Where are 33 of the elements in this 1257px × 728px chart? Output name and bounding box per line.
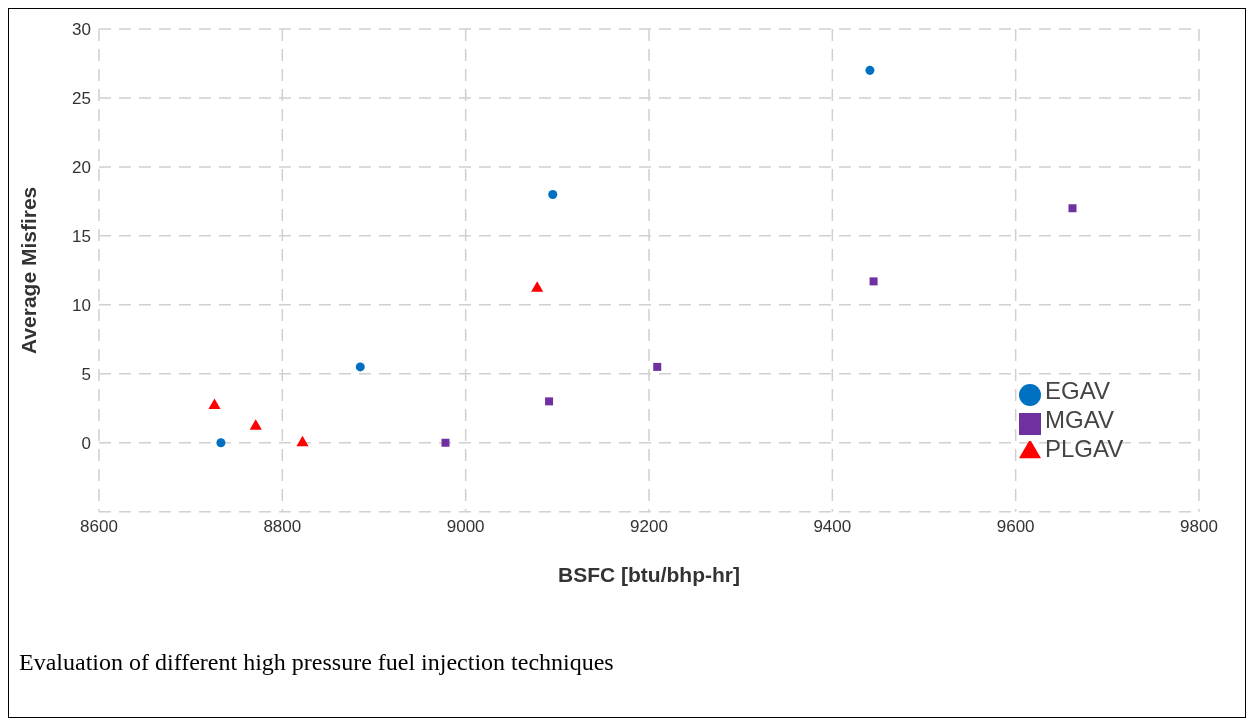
y-axis-title: Average Misfires <box>17 186 41 355</box>
legend-label: EGAV <box>1045 377 1110 404</box>
point <box>869 277 878 286</box>
point <box>216 438 226 448</box>
point <box>545 397 554 406</box>
y-tick-label: 30 <box>72 20 91 40</box>
x-tick-label: 8800 <box>263 516 302 536</box>
y-tick-label: 15 <box>72 226 91 246</box>
point <box>865 65 875 75</box>
x-tick-label: 9000 <box>446 516 485 536</box>
y-tick-label: 25 <box>72 88 91 108</box>
y-tick-label: 0 <box>81 433 91 453</box>
legend-label: MGAV <box>1045 405 1114 433</box>
y-tick-label: 10 <box>72 295 91 315</box>
point <box>249 419 262 430</box>
legend-label: PLGAV <box>1045 434 1124 462</box>
text: Evaluation of different high pressure fuel injection techniques <box>19 649 614 676</box>
x-tick-label: 9200 <box>630 516 668 536</box>
point <box>441 438 450 447</box>
x-axis-title: BSFC [btu/bhp-hr] <box>558 562 740 586</box>
point <box>531 281 544 292</box>
point <box>208 398 221 410</box>
x-tick-label: 9600 <box>996 516 1035 536</box>
x-tick-label: 8600 <box>80 516 118 536</box>
point <box>296 435 309 447</box>
y-tick-label: 5 <box>81 364 91 384</box>
x-tick-label: 9800 <box>1180 516 1218 536</box>
x-tick-label: 9400 <box>813 516 852 536</box>
point <box>1068 204 1077 213</box>
point <box>653 362 662 371</box>
y-tick-label: 20 <box>72 157 91 177</box>
point <box>548 189 558 199</box>
point <box>355 362 365 372</box>
